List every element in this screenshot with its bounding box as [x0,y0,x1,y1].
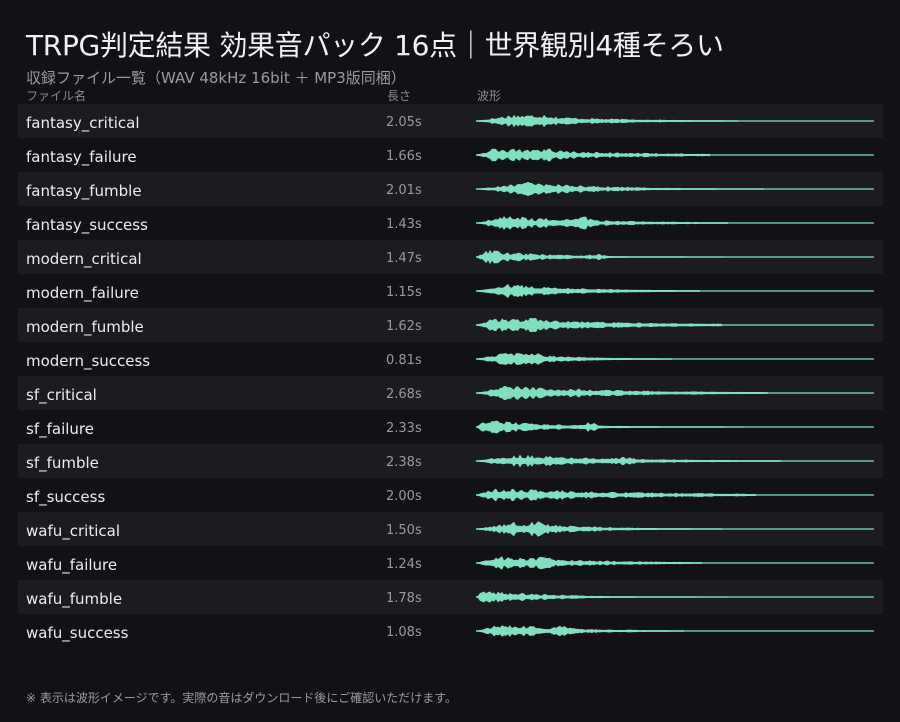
file-row[interactable]: fantasy_critical 2.05s [18,104,883,138]
waveform-image [476,521,874,537]
waveform-image [476,148,874,162]
file-name: sf_critical [26,386,97,404]
file-name: wafu_fumble [26,590,123,608]
file-length: 1.50s [386,523,422,538]
file-length: 2.68s [386,387,422,402]
footer-note: ※ 表示は波形イメージです。実際の音はダウンロード後にご確認いただけます。 [26,691,457,705]
waveform-image [476,317,874,333]
file-row[interactable]: fantasy_success 1.43s [18,206,883,240]
file-name: fantasy_fumble [26,182,142,200]
waveform-image [476,283,874,299]
waveform-image [476,386,874,400]
file-name: sf_fumble [26,454,99,472]
file-length: 1.15s [386,285,422,300]
waveform-image [476,114,874,128]
waveform-image [476,591,874,603]
file-row[interactable]: modern_critical 1.47s [18,240,883,274]
file-row[interactable]: fantasy_fumble 2.01s [18,172,883,206]
file-row[interactable]: modern_failure 1.15s [18,274,883,308]
file-name: sf_failure [26,420,94,438]
file-name: modern_fumble [26,318,144,336]
file-name: modern_critical [26,250,142,268]
waveform-image [476,488,874,502]
file-row[interactable]: wafu_failure 1.24s [18,546,883,580]
file-name: wafu_critical [26,522,120,540]
file-name: modern_failure [26,284,139,302]
waveform-image [476,352,874,366]
file-length: 1.62s [386,319,422,334]
waveform-image [476,625,874,637]
file-name: modern_success [26,352,151,370]
file-length: 2.05s [386,115,422,130]
file-length: 2.38s [386,455,422,470]
waveform-image [476,454,874,468]
waveform-image [476,420,874,434]
file-row[interactable]: sf_success 2.00s [18,478,883,512]
file-row[interactable]: sf_failure 2.33s [18,410,883,444]
file-length: 1.47s [386,251,422,266]
file-list: fantasy_critical 2.05s fantasy_failure 1.66… [18,104,883,648]
file-length: 2.33s [386,421,422,436]
file-name: wafu_failure [26,556,118,574]
file-name: wafu_success [26,624,129,642]
file-length: 2.00s [386,489,422,504]
file-row[interactable]: wafu_fumble 1.78s [18,580,883,614]
file-length: 1.43s [386,217,422,232]
file-row[interactable]: modern_fumble 1.62s [18,308,883,342]
waveform-image [476,249,874,265]
file-name: fantasy_failure [26,148,137,166]
file-row[interactable]: sf_fumble 2.38s [18,444,883,478]
page-title: TRPG判定結果 効果音パック 16点｜世界観別4種そろい [26,29,724,62]
file-row[interactable]: wafu_success 1.08s [18,614,883,648]
file-row[interactable]: fantasy_failure 1.66s [18,138,883,172]
column-header-length: 長さ [387,89,412,103]
waveform-image [476,556,874,570]
column-header-name: ファイル名 [26,89,87,103]
waveform-image [476,216,874,230]
file-length: 2.01s [386,183,422,198]
file-length: 1.66s [386,149,422,164]
page-subtitle: 収録ファイル一覧（WAV 48kHz 16bit ＋ MP3版同梱） [26,69,406,87]
file-name: fantasy_critical [26,114,140,132]
waveform-image [476,181,874,197]
file-length: 1.08s [386,625,422,640]
file-row[interactable]: modern_success 0.81s [18,342,883,376]
file-length: 1.24s [386,557,422,572]
file-row[interactable]: sf_critical 2.68s [18,376,883,410]
file-name: sf_success [26,488,106,506]
file-length: 0.81s [386,353,422,368]
column-header-waveform: 波形 [477,89,502,103]
file-length: 1.78s [386,591,422,606]
file-row[interactable]: wafu_critical 1.50s [18,512,883,546]
file-name: fantasy_success [26,216,148,234]
